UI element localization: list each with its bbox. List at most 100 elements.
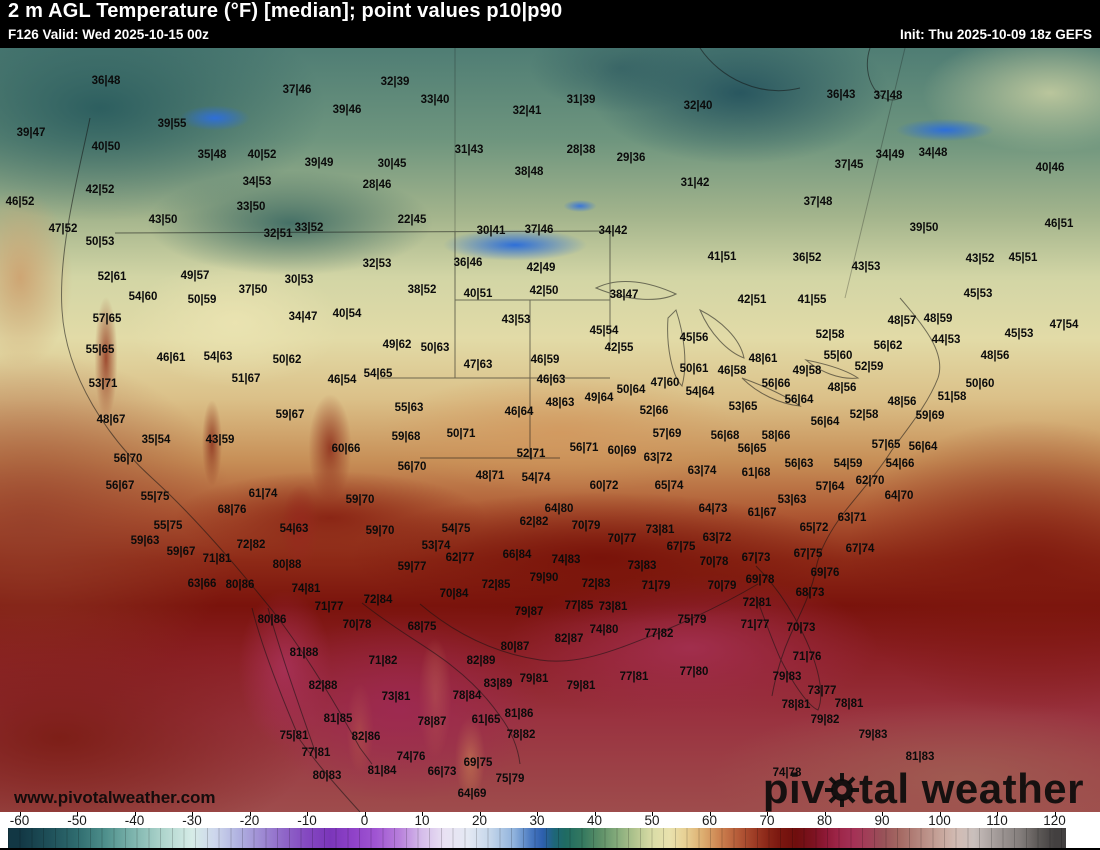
init-time-label: Init: Thu 2025-10-09 18z GEFS [899,27,1092,42]
point-value: 39|47 [16,127,46,139]
point-value: 82|87 [554,633,584,645]
point-value: 59|67 [166,546,196,558]
point-value: 39|49 [304,157,334,169]
point-value: 37|48 [873,90,903,102]
point-value: 52|61 [97,271,127,283]
point-value: 45|54 [589,325,619,337]
logo-text-part2: tal weather [859,765,1084,812]
point-value: 58|66 [761,430,791,442]
great-lakes [594,280,860,407]
point-value: 46|61 [156,352,186,364]
point-value: 72|83 [581,578,611,590]
colorbar-tick-mark [1054,812,1056,816]
point-value: 55|65 [85,344,115,356]
page-title: 2 m AGL Temperature (°F) [median]; point… [8,0,563,22]
point-value: 54|63 [203,351,233,363]
point-value: 32|51 [263,228,293,240]
point-value: 79|90 [529,572,559,584]
point-value: 34|49 [875,149,905,161]
point-value: 77|81 [619,671,649,683]
point-value: 50|59 [187,294,217,306]
point-value: 81|83 [905,751,935,763]
colorbar-tick-mark [77,812,78,816]
point-value: 52|59 [854,361,884,373]
colorbar-tick-mark [134,812,136,816]
point-value: 37|46 [282,84,312,96]
colorbar-tick-mark [594,812,596,816]
colorbar-tick-mark [307,812,308,816]
point-value: 81|85 [323,713,353,725]
point-value: 59|68 [391,431,421,443]
point-value: 48|59 [923,313,953,325]
point-value: 74|80 [589,624,619,636]
point-value: 53|65 [728,401,758,413]
colorbar-tick-label: 90 [874,813,890,828]
point-value: 71|81 [202,553,232,565]
point-value: 50|71 [446,428,476,440]
point-value: 46|51 [1044,218,1074,230]
point-value: 79|87 [514,606,544,618]
point-value: 79|81 [519,673,549,685]
point-value: 81|88 [289,647,319,659]
point-value: 40|46 [1035,162,1065,174]
point-value: 22|45 [397,214,427,226]
point-value: 82|88 [308,680,338,692]
colorbar-gradient [8,828,1066,848]
point-value: 79|82 [810,714,840,726]
rio-grande-border [361,602,521,765]
point-value: 80|86 [225,579,255,591]
point-value: 49|57 [180,270,210,282]
point-value: 75|79 [677,614,707,626]
point-value: 69|76 [810,567,840,579]
point-value: 78|81 [781,699,811,711]
colorbar-tick-mark [709,812,711,816]
point-value: 54|63 [279,523,309,535]
point-value: 54|74 [521,472,551,484]
gear-icon [825,773,860,807]
point-value: 70|73 [786,622,816,634]
point-value: 39|55 [157,118,187,130]
point-value: 44|53 [931,334,961,346]
point-value: 37|50 [238,284,268,296]
point-value: 42|51 [737,294,767,306]
colorbar-tick-label: 80 [816,813,833,828]
colorbar-tick-mark [939,812,941,816]
colorbar-tick-label: -50 [67,813,87,828]
point-value: 46|64 [504,406,534,418]
colorbar-tick-label: 40 [586,813,603,828]
point-value: 40|51 [463,288,493,300]
point-value: 62|70 [855,475,885,487]
colorbar-tick-mark [767,812,768,816]
colorbar-tick-mark [882,812,883,816]
point-value: 59|67 [275,409,305,421]
point-value: 59|77 [397,561,427,573]
point-value: 61|67 [747,507,777,519]
point-value: 50|62 [272,354,302,366]
point-value: 56|64 [784,394,814,406]
point-value: 73|81 [381,691,411,703]
point-value: 77|85 [564,600,594,612]
point-value: 54|65 [363,368,393,380]
point-value: 55|63 [394,402,424,414]
point-value: 68|75 [407,621,437,633]
point-value: 56|62 [873,340,903,352]
point-value: 70|84 [439,588,469,600]
colorbar-tick-label: 20 [471,813,488,828]
point-value: 83|89 [483,678,513,690]
temperature-map: 36|48 37|46 32|39 33|40 39|46 31|39 32|41 32|40… [0,48,1100,812]
point-value: 70|78 [699,556,729,568]
logo-text-part1: piv [762,765,826,812]
point-value: 46|63 [536,374,566,386]
point-value: 54|59 [833,458,863,470]
point-value: 72|85 [481,579,511,591]
colorbar-area: -60 -50 -40 -30 -20 -10 0 10 20 30 40 50 60 70 80 90 100… [0,812,1100,848]
point-value: 80|83 [312,770,342,782]
colorbar-tick-label: -10 [297,813,317,828]
point-value: 43|59 [205,434,235,446]
point-value: 61|65 [471,714,501,726]
point-value: 73|81 [598,601,628,613]
point-value: 67|75 [666,541,696,553]
colorbar-tick-mark [479,812,481,816]
point-value: 33|40 [420,94,450,106]
point-value: 40|54 [332,308,362,320]
